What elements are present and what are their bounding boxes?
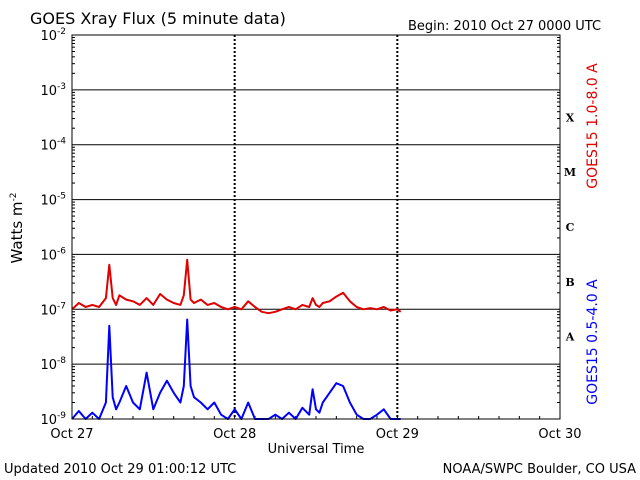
y-tick-label: 10-7: [40, 301, 66, 318]
legend-series-1-group: GOES15 1.0-8.0 A: [585, 63, 601, 189]
chart-title: GOES Xray Flux (5 minute data): [30, 9, 286, 28]
begin-label: Begin: 2010 Oct 27 0000 UTC: [408, 19, 601, 34]
y-tick-label: 10-3: [40, 82, 66, 99]
x-axis-label: Universal Time: [268, 442, 365, 457]
legend-series-2: GOES15 0.5-4.0 A: [585, 279, 601, 405]
legend-series-1: GOES15 1.0-8.0 A: [585, 63, 601, 189]
y-axis-label: Watts m-2: [8, 192, 26, 263]
x-tick-label: Oct 28: [213, 427, 256, 442]
y-tick-label: 10-5: [40, 192, 66, 209]
y-tick-label: 10-6: [40, 246, 66, 263]
grid: [71, 35, 561, 419]
x-tick-label: Oct 27: [50, 427, 93, 442]
legend-series-2-group: GOES15 0.5-4.0 A: [585, 279, 601, 405]
series-line-2: [71, 318, 401, 420]
flare-class-label: C: [566, 221, 575, 234]
source-text: NOAA/SWPC Boulder, CO USA: [443, 462, 636, 477]
x-tick-label: Oct 29: [376, 427, 419, 442]
plot-frame: [71, 34, 561, 420]
flare-class-labels: X M C B A: [564, 111, 576, 343]
y-tick-labels: 10-2 10-3 10-4 10-5 10-6 10-7 10-8 10-9: [40, 27, 66, 428]
x-tick-label: Oct 30: [538, 427, 581, 442]
y-tick-label: 10-9: [40, 411, 66, 428]
y-axis-label-exponent: -2: [9, 192, 19, 201]
flare-class-label: X: [566, 111, 575, 124]
flare-class-label: A: [565, 331, 575, 344]
y-tick-label: 10-8: [40, 356, 66, 373]
series-line-1: [71, 258, 402, 315]
series-layer: [71, 258, 402, 420]
flare-class-label: B: [565, 276, 574, 289]
flare-class-label: M: [564, 166, 576, 179]
updated-text: Updated 2010 Oct 29 01:00:12 UTC: [4, 462, 236, 477]
y-tick-label: 10-4: [40, 137, 66, 154]
y-axis-label-group: Watts m-2: [8, 192, 26, 263]
x-tick-labels: Oct 27 Oct 28 Oct 29 Oct 30: [50, 427, 581, 442]
y-axis-label-text: Watts m: [8, 201, 26, 263]
y-tick-label: 10-2: [40, 27, 66, 44]
